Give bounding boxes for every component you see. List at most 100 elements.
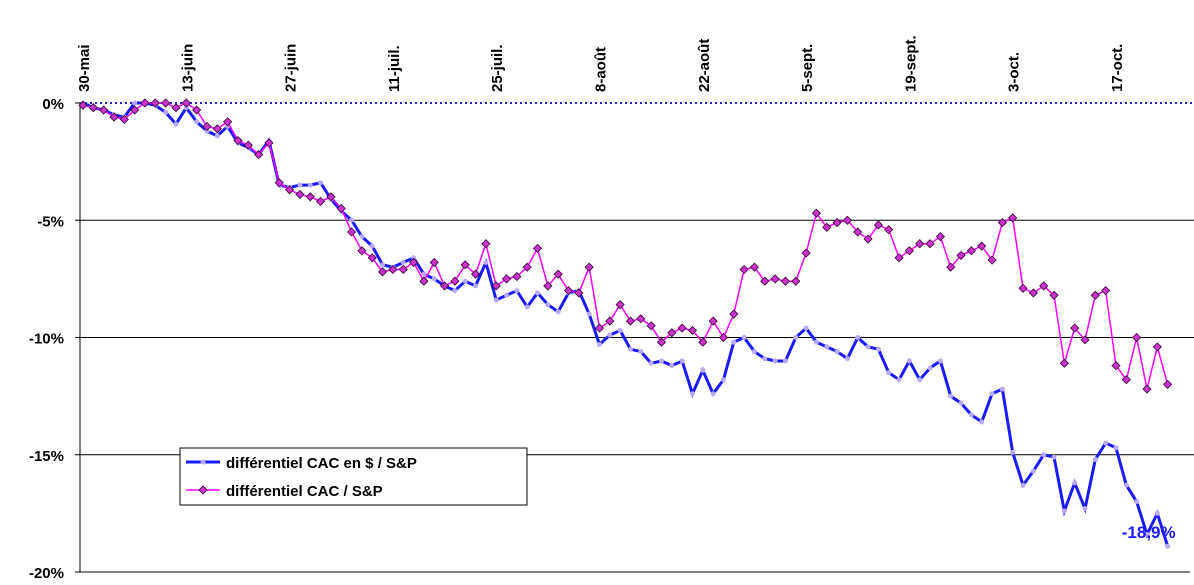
y-tick-label: 0% (42, 96, 64, 113)
marker (925, 239, 935, 249)
marker (886, 370, 892, 376)
series-line (82, 101, 1170, 547)
marker (181, 98, 191, 108)
marker (669, 363, 675, 369)
marker (109, 112, 119, 122)
marker (917, 377, 923, 383)
marker (349, 217, 355, 223)
marker (491, 281, 501, 291)
marker (264, 138, 274, 148)
legend-label: différentiel CAC / S&P (226, 483, 383, 500)
marker (132, 100, 138, 106)
marker (460, 260, 470, 270)
marker (543, 281, 553, 291)
marker (347, 227, 357, 237)
marker (948, 393, 954, 399)
x-tick-label: 25-juil. (489, 44, 506, 92)
marker (772, 358, 778, 364)
marker (254, 150, 264, 160)
marker (698, 337, 708, 347)
marker (473, 283, 479, 289)
marker (1080, 335, 1090, 345)
marker (1101, 286, 1111, 296)
marker (855, 335, 861, 340)
marker (1061, 508, 1067, 514)
marker (803, 325, 809, 331)
marker (1020, 482, 1026, 488)
legend-label: différentiel CAC en $ / S&P (226, 455, 417, 472)
marker (710, 391, 716, 397)
marker (658, 358, 664, 364)
marker (411, 255, 417, 261)
marker (431, 276, 437, 282)
marker (884, 225, 894, 235)
marker (927, 365, 933, 371)
marker (163, 109, 169, 115)
marker (935, 232, 945, 242)
marker (997, 218, 1007, 228)
marker (99, 105, 109, 115)
marker (597, 342, 602, 348)
marker (751, 349, 757, 355)
marker (937, 358, 943, 364)
marker (1103, 440, 1109, 446)
marker (512, 271, 522, 282)
marker (1041, 452, 1047, 458)
marker (563, 286, 574, 296)
marker (625, 316, 636, 326)
x-tick-label: 22-août (696, 39, 713, 92)
marker (708, 316, 718, 326)
marker (958, 400, 964, 406)
marker (1134, 499, 1140, 505)
marker (832, 218, 842, 228)
marker (1123, 482, 1129, 488)
marker (1111, 361, 1121, 371)
marker (524, 304, 530, 310)
marker (198, 485, 208, 495)
marker (462, 278, 468, 284)
marker (770, 274, 780, 284)
marker (1018, 283, 1028, 293)
marker (243, 140, 253, 150)
x-tick-label: 3-oct. (1006, 52, 1023, 92)
marker (307, 182, 313, 188)
marker (439, 281, 450, 291)
marker (119, 114, 129, 124)
marker (408, 257, 419, 268)
marker (1121, 375, 1131, 385)
x-tick-label: 11-juil. (386, 45, 403, 92)
marker (285, 185, 295, 195)
marker (1039, 281, 1049, 291)
marker (223, 117, 233, 127)
marker (483, 259, 489, 265)
marker (646, 321, 656, 331)
marker (731, 339, 737, 345)
marker (336, 203, 346, 214)
marker (514, 288, 520, 294)
marker (627, 346, 633, 352)
marker (718, 332, 729, 343)
marker (419, 276, 429, 286)
marker (689, 391, 695, 397)
marker (594, 323, 605, 333)
marker (545, 302, 551, 308)
marker (233, 135, 243, 146)
marker (853, 227, 863, 237)
marker (729, 309, 739, 319)
y-tick-label: -10% (29, 331, 64, 348)
marker (824, 344, 830, 350)
marker (1152, 342, 1162, 352)
marker (1008, 213, 1018, 223)
marker (200, 459, 206, 465)
marker (1144, 531, 1150, 537)
marker (1051, 454, 1057, 460)
marker (305, 192, 315, 202)
marker (956, 250, 966, 260)
marker (522, 262, 532, 272)
marker (150, 98, 160, 108)
legend-box (179, 447, 528, 506)
marker (1030, 468, 1036, 474)
marker (1090, 290, 1100, 300)
x-tick-label: 8-août (593, 47, 610, 92)
marker (204, 128, 210, 134)
